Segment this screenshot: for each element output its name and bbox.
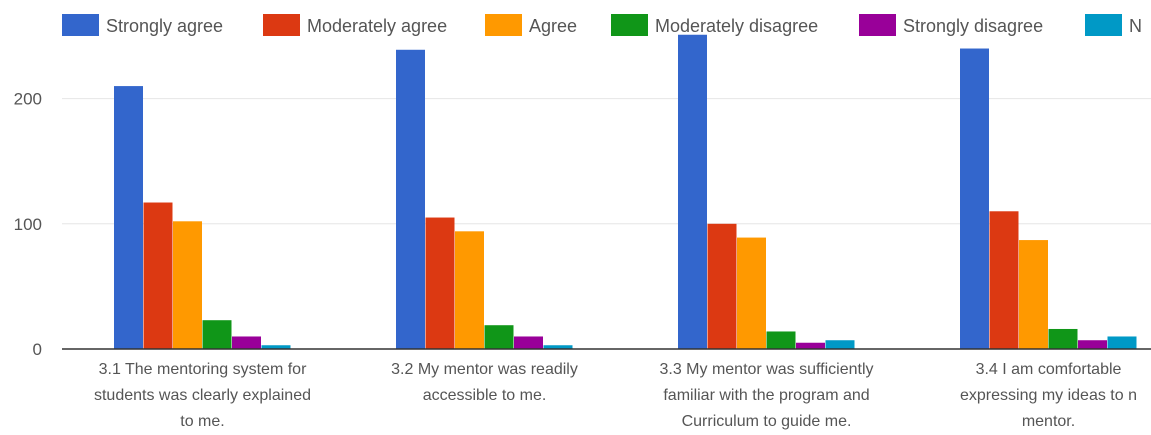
x-category-label: 3.1 The mentoring system for students was… xyxy=(94,361,311,430)
legend: Strongly agree Moderately agree Agree Moder… xyxy=(62,14,1142,36)
x-category-label-line: expressing my ideas to n xyxy=(960,387,1137,404)
y-tick-label: 0 xyxy=(33,340,42,359)
x-category-label-line: mentor. xyxy=(1022,413,1075,430)
x-axis-category-labels: 3.1 The mentoring system for students was… xyxy=(94,361,1137,430)
legend-swatch xyxy=(263,14,300,36)
legend-swatch xyxy=(1085,14,1122,36)
legend-item: Strongly agree xyxy=(62,14,223,36)
bar xyxy=(143,202,173,349)
x-category-label-line: familiar with the program and xyxy=(663,387,869,404)
y-tick-label: 100 xyxy=(14,215,42,234)
bar-group xyxy=(960,48,1137,350)
bar xyxy=(707,223,737,349)
legend-label: Moderately agree xyxy=(307,16,447,36)
bar xyxy=(678,34,707,350)
bar xyxy=(455,231,484,349)
bar xyxy=(1078,340,1107,349)
bars xyxy=(114,34,1137,350)
x-category-label-line: 3.3 My mentor was sufficiently xyxy=(659,361,873,378)
legend-item: Agree xyxy=(485,14,577,36)
bar xyxy=(114,86,143,349)
legend-swatch xyxy=(611,14,648,36)
legend-label: Moderately disagree xyxy=(655,16,818,36)
legend-label: Strongly disagree xyxy=(903,16,1043,36)
bar xyxy=(543,345,573,349)
y-axis-ticks: 0 100 200 xyxy=(14,90,42,359)
bar-group xyxy=(114,86,291,349)
bar xyxy=(737,237,766,349)
bar xyxy=(825,340,855,349)
x-category-label-line: Curriculum to guide me. xyxy=(682,413,852,430)
bar xyxy=(1107,336,1137,349)
bar xyxy=(261,345,291,349)
bar xyxy=(1048,328,1078,349)
bar xyxy=(396,49,425,349)
bar xyxy=(796,342,825,349)
y-tick-label: 200 xyxy=(14,90,42,109)
legend-item: Moderately disagree xyxy=(611,14,818,36)
x-category-label-line: to me. xyxy=(180,413,224,430)
legend-swatch xyxy=(485,14,522,36)
legend-label: Agree xyxy=(529,16,577,36)
legend-item: N xyxy=(1085,14,1142,36)
bar xyxy=(484,325,514,349)
bar xyxy=(514,336,543,349)
x-category-label-line: students was clearly explained xyxy=(94,387,311,404)
legend-item: Strongly disagree xyxy=(859,14,1043,36)
bar xyxy=(173,221,202,349)
x-category-label-line: accessible to me. xyxy=(423,387,547,404)
x-category-label-line: 3.4 I am comfortable xyxy=(976,361,1122,378)
x-category-label-line: 3.2 My mentor was readily xyxy=(391,361,578,378)
legend-swatch xyxy=(62,14,99,36)
x-category-label: 3.4 I am comfortable expressing my ideas … xyxy=(960,361,1137,430)
bar xyxy=(202,320,232,349)
bar xyxy=(960,48,989,350)
x-category-label: 3.2 My mentor was readily accessible to m… xyxy=(391,361,578,404)
legend-swatch xyxy=(859,14,896,36)
x-category-label-line: 3.1 The mentoring system for xyxy=(99,361,307,378)
legend-item: Moderately agree xyxy=(263,14,447,36)
bar xyxy=(1019,240,1048,349)
bar xyxy=(232,336,261,349)
legend-label: N xyxy=(1129,16,1142,36)
legend-label: Strongly agree xyxy=(106,16,223,36)
bar xyxy=(989,211,1019,349)
bar xyxy=(425,217,455,349)
bar xyxy=(766,331,796,349)
bar-group xyxy=(678,34,855,350)
bar-group xyxy=(396,49,573,349)
x-category-label: 3.3 My mentor was sufficiently familiar w… xyxy=(659,361,873,430)
